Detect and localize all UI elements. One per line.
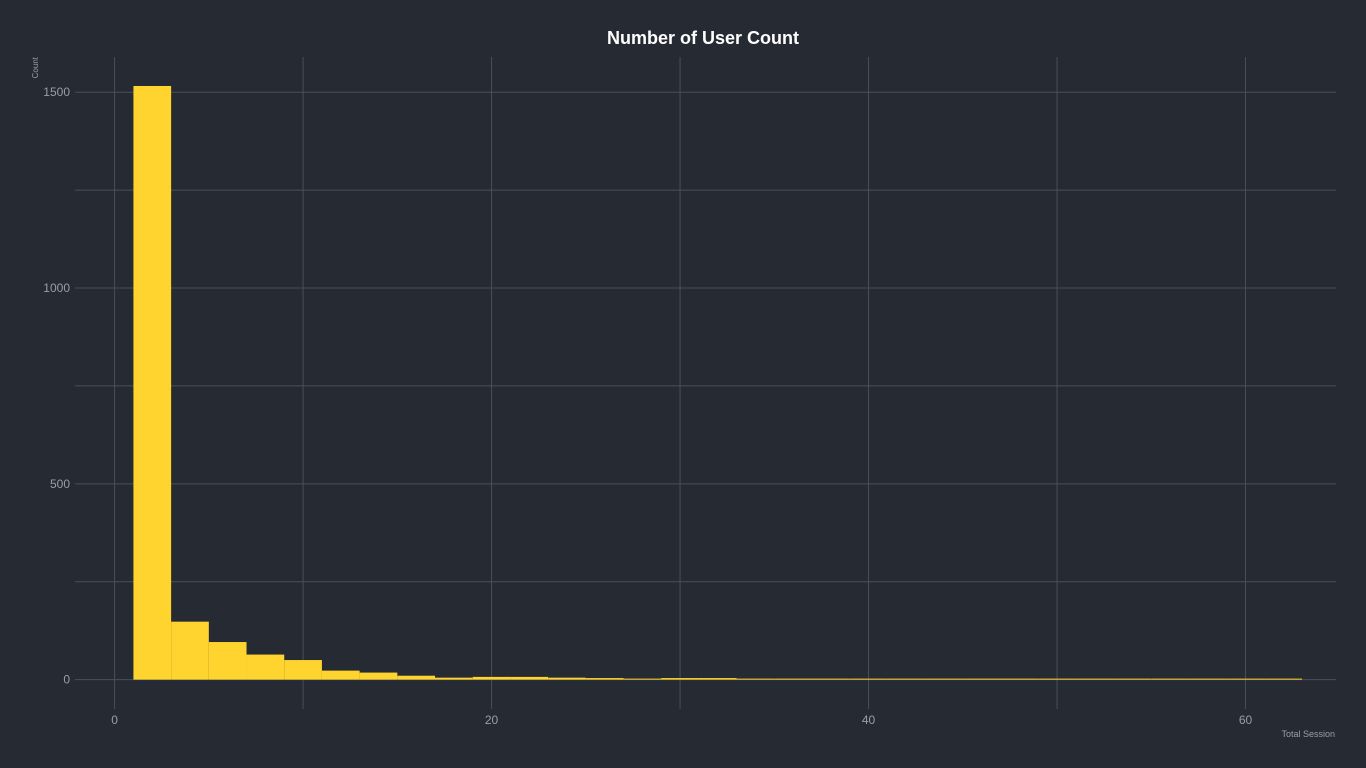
histogram-bar — [585, 678, 624, 680]
histogram-bar — [887, 678, 926, 680]
y-tick-label: 1500 — [43, 85, 70, 99]
histogram-bar — [321, 670, 360, 680]
grid-lines — [75, 57, 1336, 709]
histogram-bar — [962, 678, 1001, 680]
histogram-bar — [698, 678, 737, 680]
histogram-bar — [774, 678, 812, 680]
y-axis-label: Count — [31, 56, 40, 78]
histogram-bar — [510, 676, 549, 680]
histogram-bar — [1226, 678, 1265, 680]
histogram-bar — [1264, 678, 1303, 680]
y-tick-label: 0 — [63, 673, 70, 687]
x-axis-label: Total Session — [1281, 729, 1335, 739]
histogram-bar — [397, 675, 436, 680]
x-tick-label: 40 — [862, 713, 876, 727]
histogram-bar — [133, 85, 172, 680]
chart-title: Number of User Count — [607, 28, 799, 48]
histogram-bar — [736, 678, 775, 680]
histogram-bar — [623, 678, 662, 680]
y-tick-label: 500 — [50, 477, 70, 491]
histogram-bar — [1000, 678, 1039, 680]
histogram-bar — [472, 676, 511, 680]
histogram-bar — [548, 677, 586, 680]
y-axis-ticks: 0 500 1000 1500 — [43, 85, 70, 686]
histogram-bar — [359, 672, 398, 680]
x-tick-label: 20 — [485, 713, 499, 727]
histogram-bar — [1075, 678, 1114, 680]
histogram-bar — [435, 677, 473, 680]
histogram-bar — [284, 660, 322, 680]
histogram-bar — [1038, 678, 1076, 680]
x-axis-ticks: 0 20 40 60 — [111, 713, 1252, 727]
histogram-bar — [1188, 678, 1227, 680]
histogram-bar — [661, 678, 699, 680]
histogram-bars — [133, 85, 1303, 680]
histogram-bar — [849, 678, 888, 680]
x-tick-label: 0 — [111, 713, 118, 727]
histogram-bar — [246, 654, 285, 680]
histogram-bar — [925, 678, 963, 680]
histogram-bar — [171, 621, 209, 680]
histogram-bar — [1113, 678, 1152, 680]
x-tick-label: 60 — [1239, 713, 1253, 727]
y-tick-label: 1000 — [43, 281, 70, 295]
histogram-bar — [1151, 678, 1189, 680]
histogram-bar — [208, 642, 247, 680]
histogram-bar — [811, 678, 850, 680]
